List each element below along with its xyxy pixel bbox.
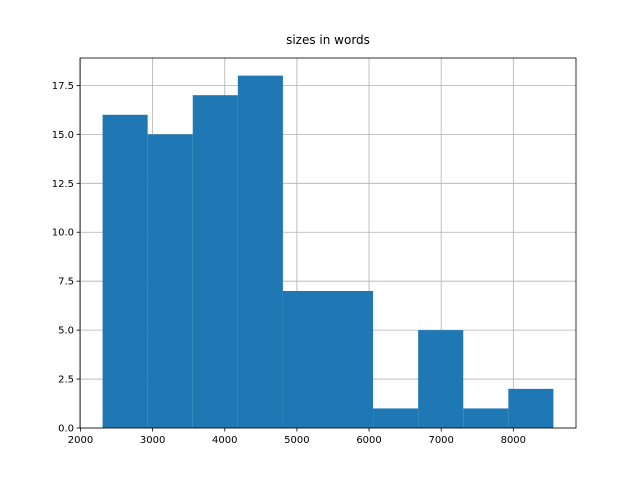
y-tick-label: 10.0	[52, 228, 74, 239]
chart-title: sizes in words	[286, 33, 370, 47]
x-tick-label: 3000	[140, 435, 165, 446]
bar	[147, 134, 193, 428]
x-tick-label: 5000	[284, 435, 309, 446]
x-tick-label: 8000	[501, 435, 526, 446]
y-tick-label: 17.5	[52, 81, 74, 92]
axes-frame	[79, 57, 577, 429]
bar	[102, 114, 148, 428]
x-tick-label: 6000	[356, 435, 381, 446]
y-tick-label: 12.5	[52, 179, 74, 190]
bar	[282, 290, 328, 428]
y-tick-label: 7.5	[58, 277, 74, 288]
bar	[373, 408, 419, 428]
y-tick-label: 15.0	[52, 130, 74, 141]
x-tick-label: 4000	[212, 435, 237, 446]
y-tick-label: 0.0	[58, 424, 74, 435]
ticks: 2000 3000 4000 5000 6000 7000 8000 0.0 2.5 5.0 7.5…	[52, 81, 526, 446]
bar	[418, 330, 464, 428]
y-tick-label: 2.5	[58, 375, 74, 386]
bar	[192, 95, 238, 428]
bars	[102, 75, 554, 428]
bar	[463, 408, 509, 428]
bar	[237, 75, 283, 428]
x-tick-label: 7000	[428, 435, 453, 446]
bar	[508, 388, 554, 428]
bar	[328, 290, 374, 428]
x-tick-label: 2000	[68, 435, 93, 446]
y-tick-label: 5.0	[58, 326, 74, 337]
